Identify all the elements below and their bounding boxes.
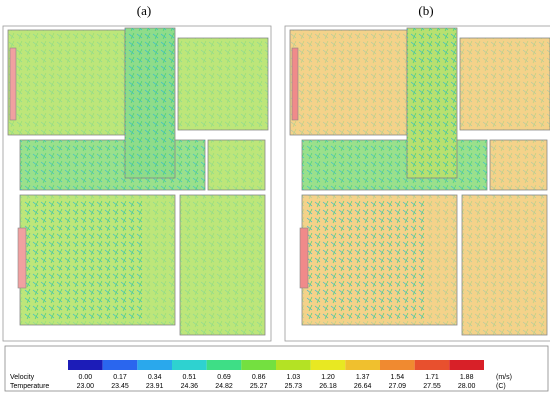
vectors [302, 140, 487, 190]
legend-value: 0.17 [113, 374, 127, 381]
legend-value: 23.45 [111, 383, 129, 390]
color-swatch [380, 360, 415, 370]
vectors [460, 38, 550, 130]
legend-value: 1.37 [356, 374, 370, 381]
vectors [208, 140, 265, 190]
legend-value: 23.91 [146, 383, 164, 390]
legend-unit: (C) [496, 383, 506, 390]
legend-value: 1.20 [321, 374, 335, 381]
legend-value: 1.88 [460, 374, 474, 381]
vectors [178, 38, 268, 130]
legend-value: 0.34 [148, 374, 162, 381]
legend-value: 26.64 [354, 383, 372, 390]
color-swatch [206, 360, 242, 370]
legend-unit: (m/s) [496, 374, 512, 381]
vectors [306, 200, 426, 320]
legend-value: 0.00 [79, 374, 93, 381]
legend-value: 27.55 [423, 383, 441, 390]
color-swatch [345, 360, 380, 370]
vectors [180, 195, 265, 335]
vectors [490, 140, 547, 190]
legend-row-name: Velocity [10, 374, 35, 381]
floor-plan: (a) [2, 3, 272, 342]
color-swatch [137, 360, 172, 370]
legend-row-name: Temperature [10, 383, 49, 390]
legend-box [4, 345, 549, 392]
vectors [290, 30, 407, 135]
color-swatch [172, 360, 207, 370]
color-swatch [276, 360, 311, 370]
outline [2, 25, 272, 342]
color-swatch [310, 360, 346, 370]
legend-value: 0.51 [183, 374, 197, 381]
legend-value: 1.03 [287, 374, 301, 381]
floor-plan: (b) [284, 3, 550, 342]
color-swatch [241, 360, 276, 370]
heater [17, 227, 27, 289]
legend-value: 24.36 [181, 383, 199, 390]
vectors [462, 195, 547, 335]
legend-value: 0.86 [252, 374, 266, 381]
outline [284, 25, 550, 342]
legend-value: 0.69 [217, 374, 231, 381]
heater [299, 227, 309, 289]
heater [291, 47, 299, 121]
legend-value: 28.00 [458, 383, 476, 390]
legend-value: 1.54 [391, 374, 405, 381]
vectors [8, 30, 125, 135]
panel-label: (b) [418, 3, 433, 18]
color-swatch [68, 360, 103, 370]
panel-label: (a) [137, 3, 151, 18]
vectors [407, 28, 457, 178]
legend-value: 26.18 [319, 383, 337, 390]
legend-value: 25.27 [250, 383, 268, 390]
legend-value: 27.09 [389, 383, 407, 390]
legend-value: 25.73 [285, 383, 303, 390]
vectors [125, 28, 175, 178]
legend-value: 24.82 [215, 383, 233, 390]
color-swatch [414, 360, 450, 370]
heater [9, 47, 17, 121]
vectors [20, 140, 205, 190]
color-swatch [102, 360, 138, 370]
color-swatch [449, 360, 484, 370]
legend-value: 1.71 [425, 374, 439, 381]
vectors [24, 200, 144, 320]
legend-value: 23.00 [77, 383, 95, 390]
